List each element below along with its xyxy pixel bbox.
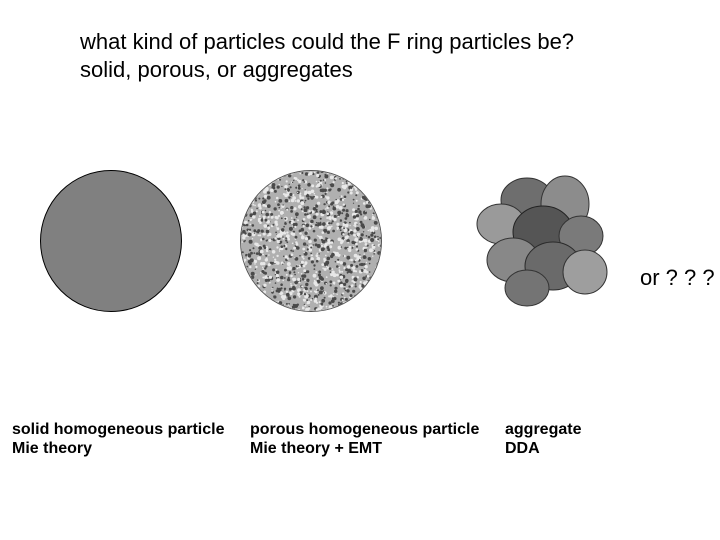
caption-porous: porous homogeneous particle Mie theory +… [250,420,480,458]
porous-speckle-svg [241,171,381,311]
aggregate-svg [465,164,615,314]
title-line1: what kind of particles could the F ring … [80,29,574,54]
title-line2: solid, porous, or aggregates [80,57,353,82]
caption-aggregate-name: aggregate [505,420,665,439]
caption-solid-method: Mie theory [12,439,232,458]
caption-porous-name: porous homogeneous particle [250,420,480,439]
slide-title: what kind of particles could the F ring … [80,28,574,83]
caption-porous-method: Mie theory + EMT [250,439,480,458]
aggregate-particle-icon [465,164,615,314]
caption-aggregate: aggregate DDA [505,420,665,458]
or-text: or ? ? ? [640,265,715,291]
caption-solid-name: solid homogeneous particle [12,420,232,439]
solid-particle-icon [40,170,182,312]
porous-particle-icon [240,170,382,312]
caption-solid: solid homogeneous particle Mie theory [12,420,232,458]
caption-aggregate-method: DDA [505,439,665,458]
